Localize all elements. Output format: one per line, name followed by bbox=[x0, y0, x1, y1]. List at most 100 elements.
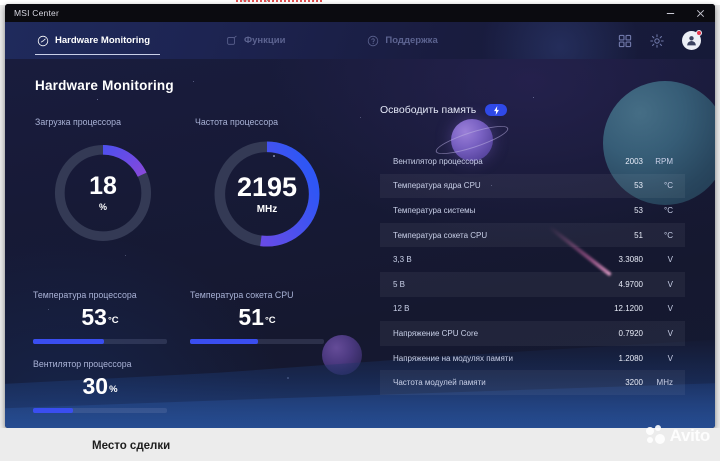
gauge-cpu-load-label: Загрузка процессора bbox=[35, 117, 121, 127]
tabbar-glow bbox=[465, 22, 655, 59]
gauge-icon bbox=[37, 35, 49, 46]
apps-icon bbox=[227, 35, 237, 45]
tab-hardware-monitoring-label: Hardware Monitoring bbox=[55, 35, 151, 46]
avito-dot bbox=[654, 434, 665, 444]
window-title: MSI Center bbox=[14, 8, 59, 18]
sensor-unit: MHz bbox=[656, 378, 673, 388]
metric-cpu-temperature-bar bbox=[33, 339, 167, 344]
close-button[interactable] bbox=[685, 4, 715, 22]
table-row[interactable]: Напряжение CPU Core 0.7920 V bbox=[380, 321, 685, 346]
table-row[interactable]: Температура системы 53 °C bbox=[380, 198, 685, 223]
sensor-unit: °C bbox=[664, 205, 673, 215]
table-row[interactable]: 5 В 4.9700 V bbox=[380, 271, 685, 297]
star bbox=[533, 97, 535, 99]
gauge-cpu-load-center: 18 % bbox=[49, 139, 157, 247]
star bbox=[193, 81, 195, 83]
gauge-cpu-load-ring bbox=[54, 144, 152, 242]
metric-socket-temperature-unit: °C bbox=[264, 315, 276, 326]
gear-icon[interactable] bbox=[650, 33, 664, 48]
star bbox=[125, 255, 127, 257]
notification-dot bbox=[696, 30, 702, 36]
sensor-name: Температура сокета CPU bbox=[393, 230, 488, 240]
star bbox=[273, 155, 275, 157]
sensor-unit: V bbox=[667, 255, 673, 265]
metric-socket-temperature: Температура сокета CPU 51°C bbox=[190, 290, 324, 344]
star bbox=[97, 99, 99, 101]
window-titlebar: MSI Center bbox=[5, 4, 715, 22]
sensor-name: Температура системы bbox=[393, 205, 476, 215]
planet-saturn bbox=[433, 119, 511, 161]
metric-socket-temperature-bar-fill bbox=[190, 339, 259, 344]
metric-cpu-temperature-number: 53 bbox=[81, 304, 107, 330]
tab-support[interactable]: Поддержка bbox=[365, 22, 439, 59]
table-row[interactable]: Частота модулей памяти 3200 MHz bbox=[380, 370, 685, 395]
metric-cpu-temperature-value: 53°C bbox=[33, 306, 167, 329]
avito-watermark: Avito bbox=[645, 425, 711, 446]
sensor-value: 4.9700 bbox=[618, 279, 643, 289]
avito-dot bbox=[645, 427, 654, 435]
metric-cpu-temperature: Температура процессора 53°C bbox=[33, 290, 167, 344]
table-row[interactable]: Температура ядра CPU 53 °C bbox=[380, 173, 685, 199]
sensor-name: 5 В bbox=[393, 279, 406, 289]
close-icon bbox=[696, 9, 704, 17]
sensor-value: 3200 bbox=[625, 378, 643, 388]
sensor-value: 53 bbox=[634, 205, 643, 215]
sensor-name: Частота модулей памяти bbox=[393, 378, 486, 388]
metric-socket-temperature-label: Температура сокета CPU bbox=[190, 290, 294, 300]
metric-cpu-temperature-unit: °C bbox=[107, 315, 119, 326]
sensor-name: Температура ядра CPU bbox=[393, 181, 481, 191]
sensor-value: 1.2080 bbox=[618, 353, 643, 363]
free-memory-label: Освободить память bbox=[380, 104, 477, 116]
minimize-icon bbox=[666, 12, 674, 14]
sensor-value: 3.3080 bbox=[618, 255, 643, 265]
sensor-name: 3,3 В bbox=[393, 255, 412, 265]
tab-hardware-monitoring[interactable]: Hardware Monitoring bbox=[35, 22, 161, 59]
sensor-name: Напряжение на модулях памяти bbox=[393, 353, 513, 363]
sensor-unit: RPM bbox=[655, 156, 673, 166]
sensor-name: 12 В bbox=[393, 304, 410, 314]
gauge-cpu-freq-value: 2195 bbox=[236, 171, 298, 202]
metric-socket-temperature-number: 51 bbox=[238, 304, 264, 330]
minimize-button[interactable] bbox=[655, 4, 685, 22]
metric-cpu-fan-label: Вентилятор процессора bbox=[33, 359, 132, 369]
sensor-unit: V bbox=[667, 304, 673, 314]
right-panel-header: Освободить память bbox=[380, 104, 685, 116]
sensor-value: 0.7920 bbox=[618, 328, 643, 338]
sensor-table: Вентилятор процессора 2003 RPM Температура … bbox=[380, 149, 685, 395]
app-body: Hardware Monitoring Загрузка процессора bbox=[5, 59, 715, 428]
sensor-unit: V bbox=[667, 353, 673, 363]
sensor-name: Напряжение CPU Core bbox=[393, 328, 479, 338]
grid-icon[interactable] bbox=[618, 34, 632, 48]
sensor-value: 12.1200 bbox=[614, 304, 643, 314]
tab-functions[interactable]: Функции bbox=[224, 22, 287, 59]
table-row[interactable]: Напряжение на модулях памяти 1.2080 V bbox=[380, 346, 685, 371]
sensor-unit: °C bbox=[664, 181, 673, 191]
sensor-name: Вентилятор процессора bbox=[393, 156, 483, 166]
metric-cpu-fan-value: 30% bbox=[33, 375, 167, 398]
table-row[interactable]: 3,3 В 3.3080 V bbox=[380, 247, 685, 272]
gauge-cpu-freq-center: 2195 MHz bbox=[208, 135, 326, 253]
metric-cpu-fan-bar-fill bbox=[33, 408, 74, 413]
table-row[interactable]: Температура сокета CPU 51 °C bbox=[380, 222, 685, 248]
metric-cpu-fan-bar bbox=[33, 408, 167, 413]
gauge-cpu-load: 18 % bbox=[49, 139, 157, 247]
sensor-unit: V bbox=[667, 328, 673, 338]
gauge-cpu-freq-label: Частота процессора bbox=[195, 117, 279, 127]
table-row[interactable]: Вентилятор процессора 2003 RPM bbox=[380, 149, 685, 174]
free-memory-button[interactable] bbox=[485, 104, 508, 116]
page-background-below-window bbox=[0, 428, 720, 461]
cut-banner: Следопыту увеличили до 32 ГБ bbox=[0, 0, 720, 5]
page-title: Hardware Monitoring bbox=[35, 78, 174, 93]
tab-functions-label: Функции bbox=[244, 35, 286, 46]
sensor-unit: °C bbox=[664, 230, 673, 240]
user-icon bbox=[687, 36, 696, 46]
avatar[interactable] bbox=[682, 30, 702, 50]
avito-wordmark: Avito bbox=[669, 425, 711, 445]
help-icon bbox=[368, 35, 379, 46]
sensor-unit: V bbox=[667, 279, 673, 289]
star bbox=[491, 185, 493, 187]
table-row[interactable]: 12 В 12.1200 V bbox=[380, 297, 685, 322]
metric-socket-temperature-value: 51°C bbox=[190, 306, 324, 329]
gauge-cpu-load-value: 18 bbox=[89, 172, 117, 200]
